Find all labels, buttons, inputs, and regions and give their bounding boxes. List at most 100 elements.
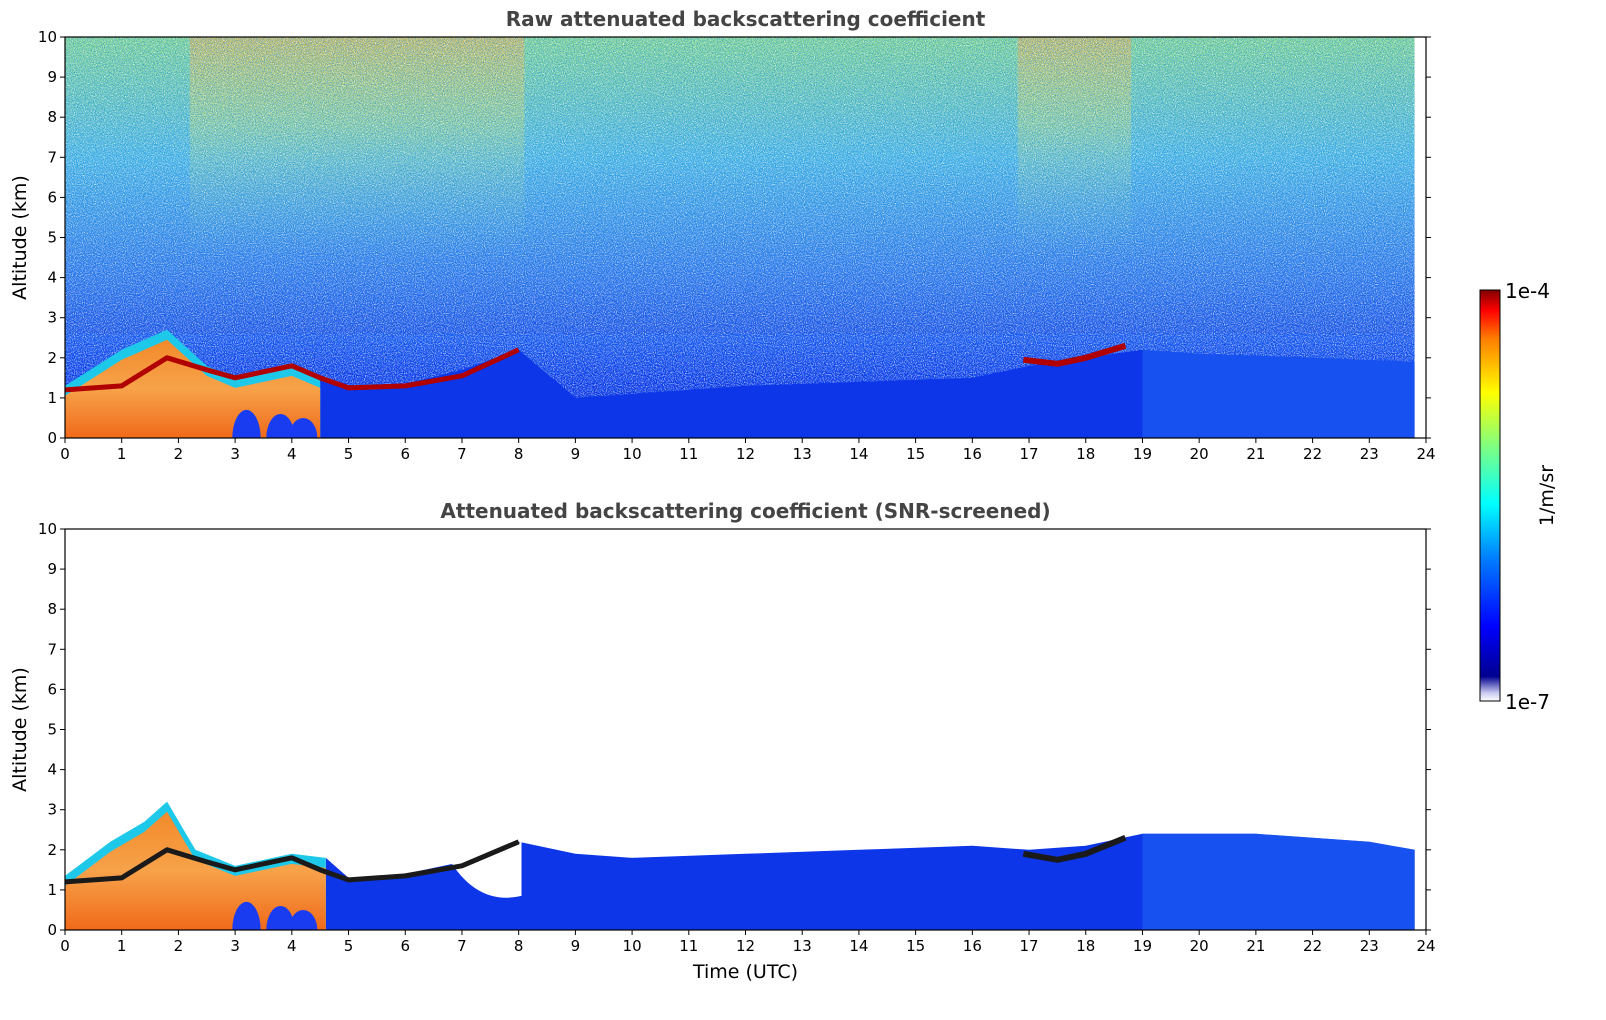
x-tick-label: 10 <box>623 445 642 463</box>
x-tick-label: 18 <box>1076 937 1095 955</box>
cloud-layer-line <box>65 347 520 393</box>
x-tick-label: 11 <box>679 937 698 955</box>
x-tick-label: 10 <box>623 937 642 955</box>
x-tick-label: 3 <box>230 445 240 463</box>
x-tick-label: 9 <box>571 445 581 463</box>
x-tick-label: 0 <box>60 445 70 463</box>
y-tick-label: 3 <box>47 801 57 819</box>
cloud-layer-line-2 <box>1023 342 1127 367</box>
y-tick-label: 4 <box>47 761 57 779</box>
y-tick-label: 3 <box>47 309 57 327</box>
boundary-layer-region-late <box>1142 349 1415 438</box>
x-tick-label: 9 <box>571 937 581 955</box>
y-tick-label: 8 <box>47 600 57 618</box>
x-tick-label: 7 <box>457 937 467 955</box>
x-tick-label: 12 <box>736 445 755 463</box>
x-tick-label: 18 <box>1076 445 1095 463</box>
x-tick-label: 20 <box>1190 937 1209 955</box>
boundary-layer-region <box>320 349 1415 438</box>
clear-pocket <box>232 901 261 930</box>
bottom-panel-y-axis-label: Altitude (km) <box>9 667 31 792</box>
x-tick-label: 14 <box>849 445 868 463</box>
x-tick-label: 19 <box>1133 445 1152 463</box>
y-tick-label: 9 <box>47 560 57 578</box>
x-tick-label: 8 <box>514 937 524 955</box>
top-panel-title: Raw attenuated backscattering coefficien… <box>506 7 986 31</box>
y-tick-label: 10 <box>38 28 57 46</box>
bottom-panel-y-axis: 0 1 2 3 4 5 6 7 8 9 10 <box>38 520 1431 939</box>
x-tick-label: 1 <box>117 937 127 955</box>
x-tick-label: 6 <box>400 445 410 463</box>
x-tick-label: 17 <box>1019 445 1038 463</box>
clear-pocket <box>289 417 318 438</box>
top-panel: Raw attenuated backscattering coefficien… <box>9 7 1436 463</box>
y-tick-label: 9 <box>47 68 57 86</box>
bottom-panel-x-axis-label: Time (UTC) <box>692 961 798 983</box>
x-tick-label: 24 <box>1416 445 1435 463</box>
top-panel-y-axis: 0 1 2 3 4 5 6 7 8 9 10 <box>38 28 1431 447</box>
morning-aerosol-core <box>65 339 321 438</box>
y-tick-label: 2 <box>47 841 57 859</box>
boundary-layer-region-late <box>1142 833 1415 930</box>
colorbar-max-label: 1e-4 <box>1505 279 1550 303</box>
x-tick-label: 21 <box>1246 445 1265 463</box>
x-tick-label: 11 <box>679 445 698 463</box>
y-tick-label: 6 <box>47 188 57 206</box>
x-tick-label: 4 <box>287 445 297 463</box>
x-tick-label: 13 <box>793 937 812 955</box>
colorbar-min-label: 1e-7 <box>1505 690 1550 714</box>
x-tick-label: 8 <box>514 445 524 463</box>
colorbar-gradient <box>1479 289 1501 702</box>
x-tick-label: 15 <box>906 445 925 463</box>
x-tick-label: 16 <box>963 937 982 955</box>
y-tick-label: 6 <box>47 680 57 698</box>
x-tick-label: 14 <box>849 937 868 955</box>
cloud-layer-line <box>65 839 520 885</box>
x-tick-label: 12 <box>736 937 755 955</box>
y-tick-label: 1 <box>47 389 57 407</box>
x-tick-label: 1 <box>117 445 127 463</box>
cloud-layer-line-2 <box>1022 834 1127 863</box>
top-panel-plot-area <box>65 37 1426 438</box>
y-tick-label: 0 <box>47 921 57 939</box>
x-tick-label: 22 <box>1303 445 1322 463</box>
colorbar: 1e-4 1e-7 1/m/sr <box>1479 279 1558 714</box>
no-data-strip <box>1414 37 1426 438</box>
x-tick-label: 3 <box>230 937 240 955</box>
clear-pocket <box>266 905 295 930</box>
y-tick-label: 5 <box>47 721 57 739</box>
clear-pocket <box>289 909 318 930</box>
bottom-panel-title: Attenuated backscattering coefficient (S… <box>440 499 1050 523</box>
y-tick-label: 2 <box>47 349 57 367</box>
x-tick-label: 21 <box>1246 937 1265 955</box>
bottom-panel: Attenuated backscattering coefficient (S… <box>9 499 1436 983</box>
x-tick-label: 16 <box>963 445 982 463</box>
x-tick-label: 24 <box>1416 937 1435 955</box>
y-tick-label: 4 <box>47 269 57 287</box>
bottom-panel-x-axis: 0 1 2 3 4 5 6 7 8 9 10 11 12 13 14 15 16 17 18 19 20 21 22 23 24 <box>60 930 1436 955</box>
morning-aerosol-core <box>65 811 326 930</box>
y-tick-label: 1 <box>47 881 57 899</box>
x-tick-label: 0 <box>60 937 70 955</box>
x-tick-label: 19 <box>1133 937 1152 955</box>
y-tick-label: 8 <box>47 108 57 126</box>
clear-pocket <box>266 413 295 438</box>
screened-gap <box>450 841 522 898</box>
y-tick-label: 10 <box>38 520 57 538</box>
x-tick-label: 23 <box>1360 937 1379 955</box>
clear-pocket <box>232 409 261 438</box>
y-tick-label: 5 <box>47 229 57 247</box>
bottom-panel-plot-area <box>65 801 1415 930</box>
x-tick-label: 7 <box>457 445 467 463</box>
y-tick-label: 0 <box>47 429 57 447</box>
x-tick-label: 22 <box>1303 937 1322 955</box>
x-tick-label: 15 <box>906 937 925 955</box>
x-tick-label: 20 <box>1190 445 1209 463</box>
colorbar-unit-label: 1/m/sr <box>1536 465 1558 526</box>
x-tick-label: 17 <box>1019 937 1038 955</box>
top-panel-x-axis: 0 1 2 3 4 5 6 7 8 9 10 11 12 13 14 15 16 17 18 19 20 21 22 23 24 <box>60 438 1436 463</box>
x-tick-label: 5 <box>344 937 354 955</box>
y-tick-label: 7 <box>47 640 57 658</box>
top-panel-y-axis-label: Altitude (km) <box>9 175 31 300</box>
